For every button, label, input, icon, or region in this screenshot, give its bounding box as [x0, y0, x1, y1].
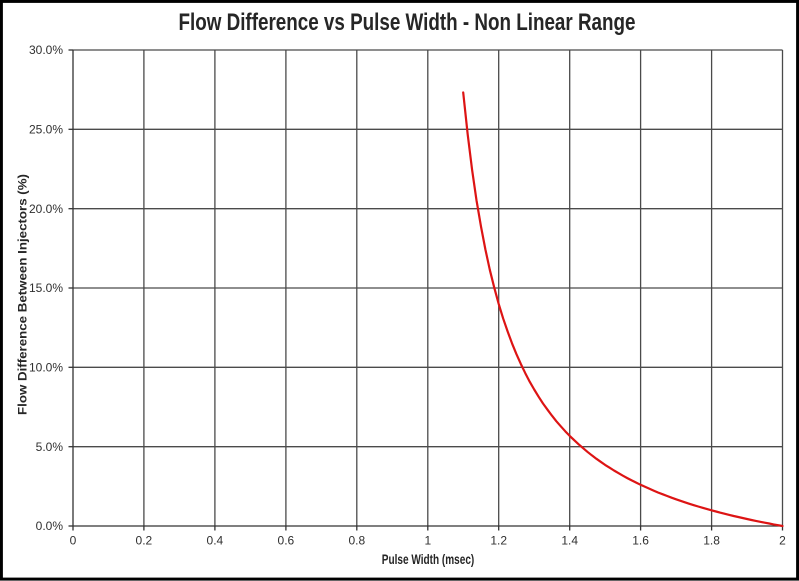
svg-text:15.0%: 15.0%	[29, 281, 63, 295]
svg-text:0.8: 0.8	[348, 534, 365, 548]
svg-text:0: 0	[70, 534, 77, 548]
svg-text:0.2: 0.2	[136, 534, 153, 548]
svg-text:Flow Difference vs Pulse Width: Flow Difference vs Pulse Width - Non Lin…	[179, 9, 636, 36]
svg-text:1.8: 1.8	[703, 534, 720, 548]
svg-text:2: 2	[779, 534, 786, 548]
svg-text:30.0%: 30.0%	[29, 43, 63, 57]
svg-text:Pulse Width (msec): Pulse Width (msec)	[382, 552, 475, 567]
svg-text:0.4: 0.4	[207, 534, 224, 548]
svg-text:25.0%: 25.0%	[29, 123, 63, 137]
svg-text:1.4: 1.4	[561, 534, 578, 548]
svg-text:0.6: 0.6	[278, 534, 295, 548]
svg-text:0.0%: 0.0%	[36, 519, 64, 533]
svg-text:20.0%: 20.0%	[29, 202, 63, 216]
svg-text:Flow Difference Between Inject: Flow Difference Between Injectors (%)	[15, 174, 29, 415]
svg-text:1.2: 1.2	[490, 534, 507, 548]
svg-text:1: 1	[424, 534, 431, 548]
svg-text:1.6: 1.6	[632, 534, 649, 548]
svg-text:5.0%: 5.0%	[36, 440, 64, 454]
svg-text:10.0%: 10.0%	[29, 361, 63, 375]
